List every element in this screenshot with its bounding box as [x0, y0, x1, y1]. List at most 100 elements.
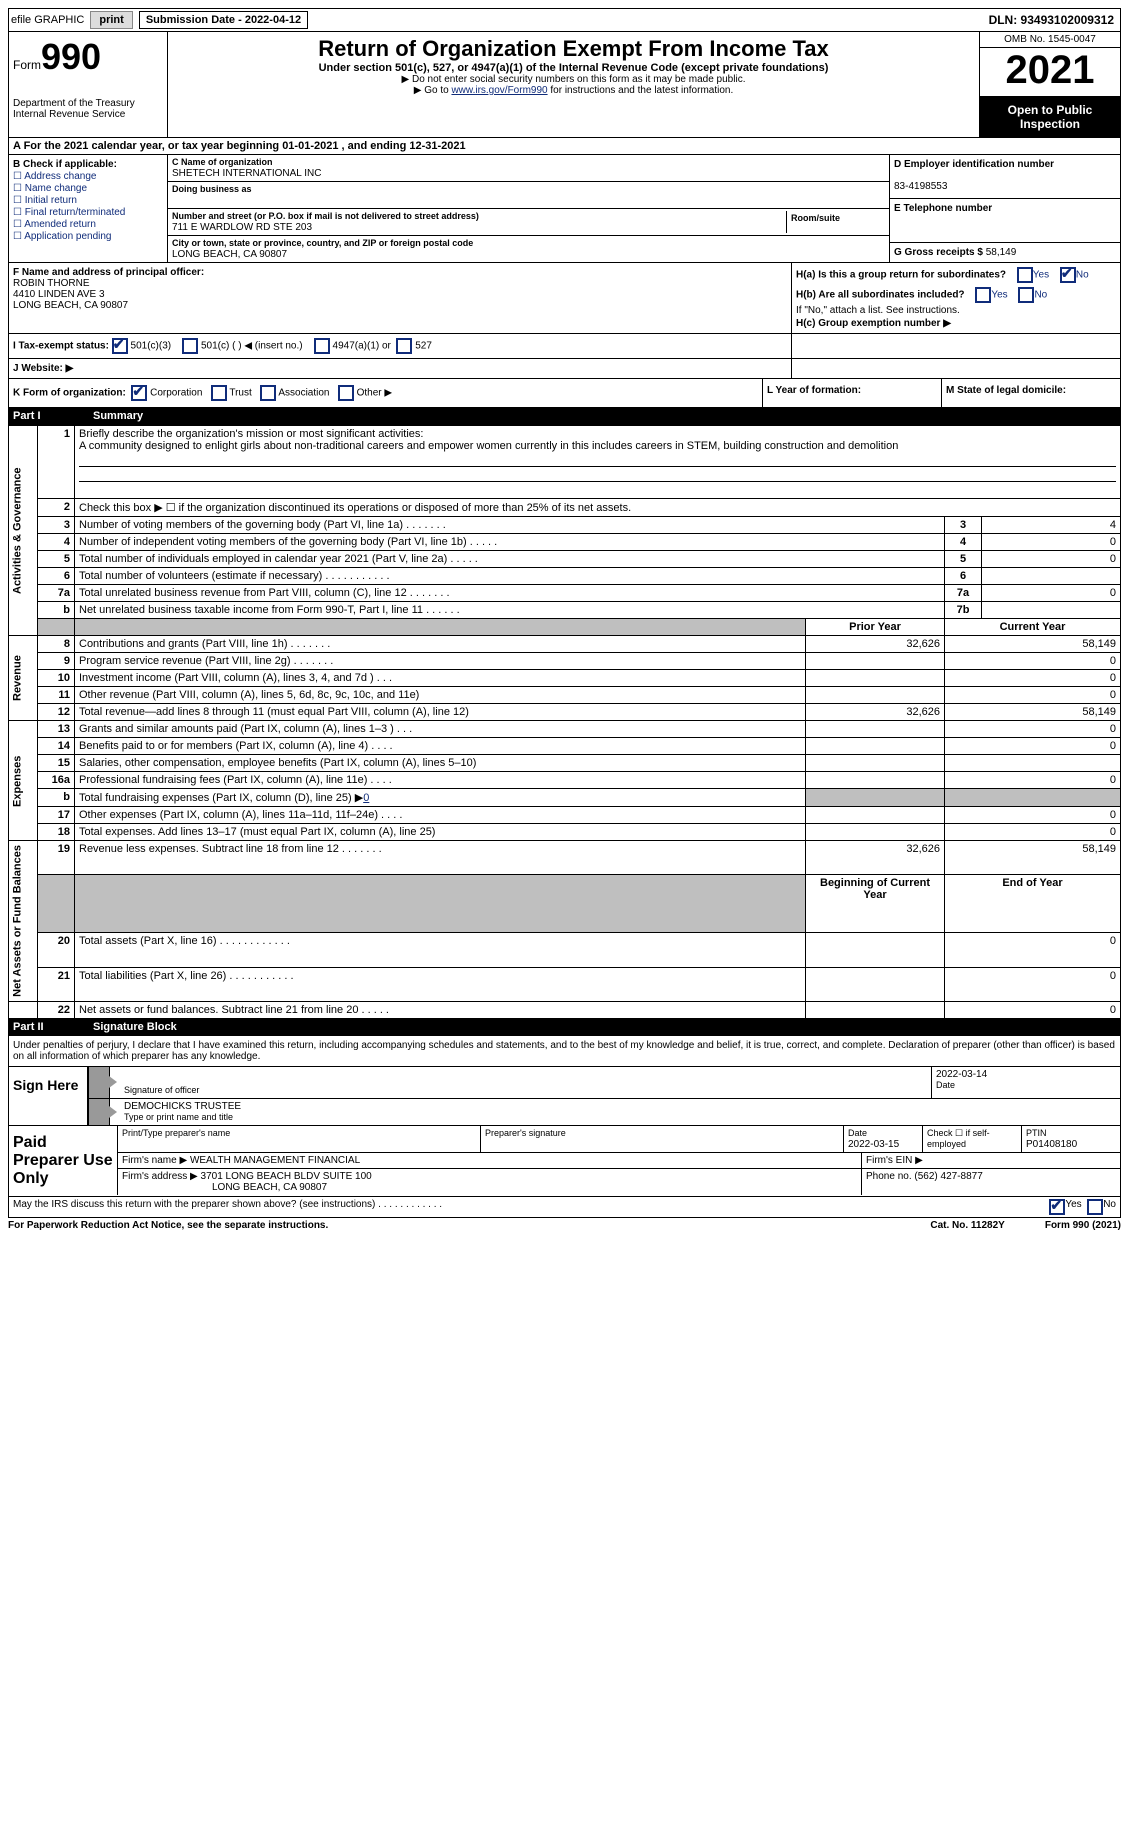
firm-name-label: Firm's name ▶ [122, 1155, 187, 1166]
officer-addr1: 4410 LINDEN AVE 3 [13, 289, 105, 300]
line-num: 19 [38, 841, 75, 875]
ha-no-checkbox[interactable] [1060, 267, 1076, 283]
ha-yes-checkbox[interactable] [1017, 267, 1033, 283]
footer-right: Form 990 (2021) [1045, 1220, 1121, 1231]
print-button[interactable]: print [90, 11, 132, 29]
gross-label: G Gross receipts $ [894, 247, 983, 258]
line-18-text: Total expenses. Add lines 13–17 (must eq… [75, 824, 806, 841]
line-9-current: 0 [945, 653, 1121, 670]
prep-date-label: Date [848, 1128, 867, 1138]
summary-table: Activities & Governance 1 Briefly descri… [8, 425, 1121, 1019]
line-ref: 7a [945, 585, 982, 602]
line-13-text: Grants and similar amounts paid (Part IX… [75, 721, 806, 738]
line-21-eoy: 0 [945, 967, 1121, 1001]
prep-check-label: Check ☐ if self-employed [927, 1128, 990, 1149]
prep-name-label: Print/Type preparer's name [122, 1128, 230, 1138]
header-center: Return of Organization Exempt From Incom… [168, 32, 979, 137]
chk-address-change[interactable]: ☐ Address change [13, 171, 163, 182]
street-label: Number and street (or P.O. box if mail i… [172, 211, 479, 221]
line-ref: 5 [945, 551, 982, 568]
line-num: 8 [38, 636, 75, 653]
line-num: 7a [38, 585, 75, 602]
typed-name-label: Type or print name and title [124, 1112, 233, 1122]
line-num: 15 [38, 755, 75, 772]
irs-link[interactable]: www.irs.gov/Form990 [451, 85, 547, 96]
discuss-no-checkbox[interactable] [1087, 1199, 1103, 1215]
line-num [38, 619, 75, 636]
chk-501c3[interactable] [112, 338, 128, 354]
line-7a-text: Total unrelated business revenue from Pa… [75, 585, 945, 602]
section-revenue-label: Revenue [9, 636, 38, 721]
chk-final-return[interactable]: ☐ Final return/terminated [13, 207, 163, 218]
chk-4947[interactable] [314, 338, 330, 354]
firm-ein-label: Firm's EIN ▶ [866, 1155, 923, 1166]
chk-501c[interactable] [182, 338, 198, 354]
dba-label: Doing business as [172, 184, 252, 194]
chk-trust[interactable] [211, 385, 227, 401]
ptin-value: P01408180 [1026, 1139, 1077, 1150]
ha-label: H(a) Is this a group return for subordin… [796, 270, 1006, 281]
current-year-header: Current Year [945, 619, 1121, 636]
discuss-yes-checkbox[interactable] [1049, 1199, 1065, 1215]
form-subtitle: Under section 501(c), 527, or 4947(a)(1)… [174, 62, 973, 74]
footer-left: For Paperwork Reduction Act Notice, see … [8, 1220, 890, 1231]
paid-preparer-label: Paid Preparer Use Only [9, 1126, 117, 1196]
group-return-h: H(a) Is this a group return for subordin… [792, 263, 1120, 333]
line-20-text: Total assets (Part X, line 16) . . . . .… [75, 933, 806, 967]
line-19-text: Revenue less expenses. Subtract line 18 … [75, 841, 806, 875]
line-11-text: Other revenue (Part VIII, column (A), li… [75, 687, 806, 704]
line-4-text: Number of independent voting members of … [75, 534, 945, 551]
hb-no-checkbox[interactable] [1018, 287, 1034, 303]
boy-header: Beginning of Current Year [806, 875, 945, 933]
line-num: 14 [38, 738, 75, 755]
line-num: 10 [38, 670, 75, 687]
line-1-text: A community designed to enlight girls ab… [79, 440, 898, 452]
line-ref: 4 [945, 534, 982, 551]
chk-corporation[interactable] [131, 385, 147, 401]
line-num: 18 [38, 824, 75, 841]
paid-preparer-block: Paid Preparer Use Only Print/Type prepar… [8, 1126, 1121, 1197]
line-18-prior [806, 824, 945, 841]
hc-label: H(c) Group exemption number ▶ [796, 318, 951, 329]
fundraising-link[interactable]: 0 [363, 792, 369, 804]
irs-label: Internal Revenue Service [13, 109, 163, 120]
footer-center: Cat. No. 11282Y [930, 1220, 1004, 1231]
city-label: City or town, state or province, country… [172, 238, 473, 248]
tel-label: E Telephone number [894, 203, 992, 214]
org-name-label: C Name of organization [172, 157, 273, 167]
officer-addr2: LONG BEACH, CA 90807 [13, 300, 128, 311]
hb-yes-checkbox[interactable] [975, 287, 991, 303]
chk-association[interactable] [260, 385, 276, 401]
line-num: 2 [38, 499, 75, 517]
line-13-prior [806, 721, 945, 738]
gross-value: 58,149 [986, 247, 1017, 258]
chk-527[interactable] [396, 338, 412, 354]
form-note-ssn: ▶ Do not enter social security numbers o… [174, 74, 973, 85]
header-right: OMB No. 1545-0047 2021 Open to Public In… [979, 32, 1120, 137]
line-15-current [945, 755, 1121, 772]
line-17-prior [806, 807, 945, 824]
line-19-current: 58,149 [945, 841, 1121, 875]
prep-sig-label: Preparer's signature [485, 1128, 566, 1138]
firm-addr1: 3701 LONG BEACH BLDV SUITE 100 [201, 1171, 372, 1182]
line-num: 6 [38, 568, 75, 585]
hb-label: H(b) Are all subordinates included? [796, 290, 965, 301]
line-9-text: Program service revenue (Part VIII, line… [75, 653, 806, 670]
chk-other[interactable] [338, 385, 354, 401]
line-16a-current: 0 [945, 772, 1121, 789]
line-8-text: Contributions and grants (Part VIII, lin… [75, 636, 806, 653]
chk-name-change[interactable]: ☐ Name change [13, 183, 163, 194]
block-fh: F Name and address of principal officer:… [8, 263, 1121, 334]
line-num: 21 [38, 967, 75, 1001]
state-domicile-label: M State of legal domicile: [946, 385, 1066, 396]
section-netassets-label: Net Assets or Fund Balances [9, 841, 38, 1002]
chk-initial-return[interactable]: ☐ Initial return [13, 195, 163, 206]
chk-application-pending[interactable]: ☐ Application pending [13, 231, 163, 242]
section-activities-label: Activities & Governance [9, 426, 38, 636]
line-1-label: Briefly describe the organization's miss… [79, 428, 423, 440]
line-10-text: Investment income (Part VIII, column (A)… [75, 670, 806, 687]
year-formation-label: L Year of formation: [767, 385, 861, 396]
row-k-form-org: K Form of organization: Corporation Trus… [8, 379, 1121, 408]
form-header: Form990 Department of the Treasury Inter… [8, 32, 1121, 138]
chk-amended-return[interactable]: ☐ Amended return [13, 219, 163, 230]
